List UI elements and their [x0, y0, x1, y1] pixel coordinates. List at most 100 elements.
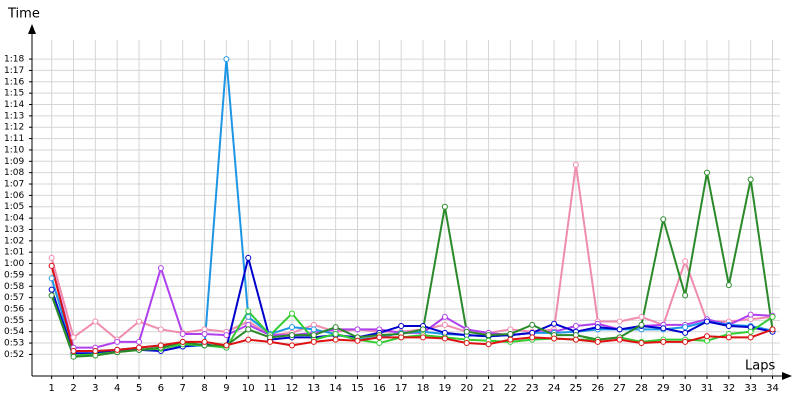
point: [594, 338, 601, 345]
point: [114, 338, 121, 345]
y-tick-label: 1:13: [4, 111, 24, 121]
y-tick-label: 1:12: [4, 123, 24, 133]
x-tick-label: 28: [635, 383, 648, 394]
y-tick-label: 1:00: [4, 259, 24, 269]
point: [157, 342, 164, 349]
point: [682, 258, 689, 265]
x-tick-label: 3: [92, 383, 98, 394]
x-tick-label: 20: [460, 383, 473, 394]
point: [223, 332, 230, 339]
point: [441, 335, 448, 342]
y-tick-label: 0:53: [4, 339, 24, 349]
point: [48, 292, 55, 299]
point: [616, 318, 623, 325]
point: [660, 216, 667, 223]
x-tick-label: 33: [744, 383, 757, 394]
x-tick-label: 29: [657, 383, 670, 394]
point: [92, 318, 99, 325]
x-tick-label: 24: [548, 383, 561, 394]
point: [376, 340, 383, 347]
point: [507, 336, 514, 343]
point: [638, 313, 645, 320]
point: [420, 334, 427, 341]
point: [725, 323, 732, 330]
point: [376, 334, 383, 341]
x-tick-label: 27: [613, 383, 626, 394]
x-tick-label: 21: [482, 383, 495, 394]
point: [747, 176, 754, 183]
point: [245, 336, 252, 343]
point: [398, 323, 405, 330]
point: [441, 313, 448, 320]
point: [747, 334, 754, 341]
series-line: [50, 256, 773, 355]
x-tick-label: 1: [48, 383, 54, 394]
y-tick-label: 1:08: [4, 168, 24, 178]
x-tick-label: 15: [351, 383, 364, 394]
x-tick-label: 13: [307, 383, 320, 394]
point: [441, 321, 448, 328]
point: [157, 326, 164, 333]
point: [310, 326, 317, 333]
point: [463, 340, 470, 347]
x-axis-arrow: [782, 372, 792, 380]
point: [332, 330, 339, 337]
point: [485, 332, 492, 339]
point: [136, 344, 143, 351]
series-line: [50, 163, 773, 341]
y-tick-label: 1:06: [4, 191, 24, 201]
point: [310, 338, 317, 345]
point: [354, 326, 361, 333]
point: [747, 328, 754, 335]
point: [572, 161, 579, 168]
y-tick-label: 0:54: [4, 327, 24, 337]
point: [136, 318, 143, 325]
point: [70, 353, 77, 360]
y-tick-label: 1:02: [4, 236, 24, 246]
point: [245, 313, 252, 320]
y-tick-label: 0:57: [4, 293, 24, 303]
point: [70, 334, 77, 341]
x-tick-label: 12: [286, 383, 299, 394]
point: [267, 338, 274, 345]
y-tick-label: 0:55: [4, 316, 24, 326]
plot: [48, 56, 776, 360]
point: [594, 324, 601, 331]
point: [572, 323, 579, 330]
y-tick-label: 1:11: [4, 134, 24, 144]
point: [616, 326, 623, 333]
point: [48, 286, 55, 293]
y-tick-label: 1:14: [4, 100, 24, 110]
y-tick-label: 1:04: [4, 214, 24, 224]
point: [769, 313, 776, 320]
point: [529, 334, 536, 341]
x-tick-label: 6: [158, 383, 164, 394]
point: [398, 334, 405, 341]
point: [245, 254, 252, 261]
y-tick-label: 1:15: [4, 89, 24, 99]
y-tick-label: 1:16: [4, 77, 24, 87]
point: [682, 292, 689, 299]
x-tick-label: 11: [264, 383, 277, 394]
series-line: [50, 171, 774, 358]
point: [660, 338, 667, 345]
series-line: [50, 295, 774, 357]
point: [48, 275, 55, 282]
point: [660, 325, 667, 332]
point: [507, 330, 514, 337]
point: [420, 326, 427, 333]
y-axis-title: Time: [7, 7, 40, 22]
point: [638, 321, 645, 328]
y-tick-label: 0:56: [4, 304, 24, 314]
point: [682, 324, 689, 331]
point: [48, 254, 55, 261]
point: [747, 311, 754, 318]
point: [769, 326, 776, 333]
point: [310, 332, 317, 339]
point: [703, 333, 710, 340]
point: [223, 342, 230, 349]
point: [703, 318, 710, 325]
y-tick-label: 0:58: [4, 282, 24, 292]
x-axis-title: Laps: [745, 359, 775, 374]
